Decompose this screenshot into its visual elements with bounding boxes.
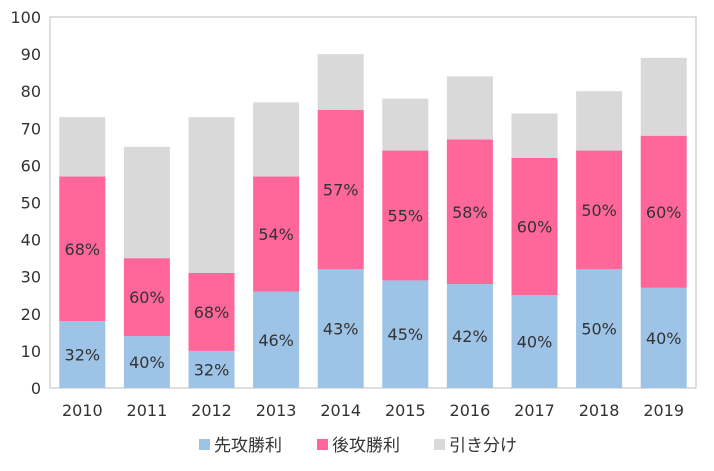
- data-label: 40%: [517, 333, 553, 352]
- y-tick-label: 20: [21, 305, 41, 324]
- data-label: 42%: [452, 327, 488, 346]
- data-label: 68%: [65, 240, 101, 259]
- x-tick-label: 2010: [62, 401, 103, 420]
- bar-segment-2016-series-2: [446, 76, 493, 140]
- bar-segment-2018-series-1: [576, 150, 623, 270]
- legend-swatch: [434, 439, 445, 450]
- bar-segment-2011-series-2: [123, 146, 170, 259]
- y-tick-label: 0: [31, 379, 41, 398]
- data-label: 32%: [194, 360, 230, 379]
- y-tick-label: 50: [21, 194, 41, 213]
- data-label: 40%: [129, 353, 165, 372]
- bar-segment-2012-series-1: [188, 272, 235, 351]
- bar-segment-2012-series-0: [188, 350, 235, 388]
- y-tick-label: 40: [21, 231, 41, 250]
- data-label: 43%: [323, 320, 359, 339]
- bar-segment-2016-series-1: [446, 139, 493, 285]
- bar-segment-2013-series-0: [253, 291, 300, 388]
- data-label: 50%: [581, 320, 617, 339]
- y-tick-label: 80: [21, 82, 41, 101]
- data-label: 40%: [646, 329, 682, 348]
- legend-label: 引き分け: [449, 436, 517, 456]
- bar-segment-2011-series-0: [123, 336, 170, 388]
- bar-segment-2019-series-0: [640, 287, 687, 388]
- bar-segment-2017-series-1: [511, 157, 558, 296]
- legend-label: 後攻勝利: [332, 436, 400, 456]
- data-label: 60%: [646, 203, 682, 222]
- y-tick-label: 30: [21, 268, 41, 287]
- bar-segment-2019-series-2: [640, 57, 687, 136]
- data-label: 55%: [388, 206, 424, 225]
- legend-label: 先攻勝利: [214, 436, 282, 456]
- x-tick-label: 2013: [256, 401, 297, 420]
- bar-segment-2018-series-2: [576, 91, 623, 151]
- x-tick-label: 2018: [579, 401, 620, 420]
- bar-segment-2014-series-2: [317, 54, 364, 110]
- bar-segment-2019-series-1: [640, 135, 687, 288]
- legend-swatch: [199, 439, 210, 450]
- y-tick-label: 100: [10, 8, 41, 27]
- data-label: 32%: [65, 346, 101, 365]
- bar-segment-2014-series-0: [317, 269, 364, 388]
- data-label: 68%: [194, 303, 230, 322]
- bar-segment-2010-series-1: [59, 176, 106, 322]
- x-tick-label: 2016: [450, 401, 491, 420]
- data-label: 54%: [258, 225, 294, 244]
- x-tick-label: 2019: [643, 401, 684, 420]
- data-label: 45%: [388, 325, 424, 344]
- legend-swatch: [317, 439, 328, 450]
- x-tick-label: 2014: [320, 401, 361, 420]
- x-tick-label: 2012: [191, 401, 232, 420]
- data-label: 60%: [517, 218, 553, 237]
- y-tick-label: 90: [21, 45, 41, 64]
- x-tick-label: 2015: [385, 401, 426, 420]
- bars-group: 32% 68% 40% 60% 32% 68% 46% 54% 43% 57% 45% 55% 42% 5…: [59, 54, 687, 388]
- bar-segment-2015-series-0: [382, 280, 429, 388]
- y-tick-label: 70: [21, 119, 41, 138]
- bar-segment-2013-series-2: [253, 102, 300, 177]
- bar-segment-2010-series-2: [59, 117, 106, 177]
- x-tick-label: 2017: [514, 401, 555, 420]
- bar-segment-2015-series-2: [382, 98, 429, 151]
- data-label: 50%: [581, 201, 617, 220]
- data-label: 46%: [258, 331, 294, 350]
- data-label: 57%: [323, 181, 359, 200]
- bar-segment-2011-series-1: [123, 258, 170, 337]
- plot-area: [49, 16, 697, 389]
- bar-segment-2013-series-1: [253, 176, 300, 292]
- bar-segment-2014-series-1: [317, 109, 364, 270]
- legend: 先攻勝利 後攻勝利 引き分け: [199, 436, 517, 456]
- x-axis: 2010 2011 2012 2013 2014 2015 2016 2017 2018 2019: [62, 401, 684, 420]
- data-label: 58%: [452, 203, 488, 222]
- y-tick-label: 60: [21, 156, 41, 175]
- bar-segment-2017-series-0: [511, 295, 558, 388]
- bar-segment-2010-series-0: [59, 321, 106, 388]
- x-tick-label: 2011: [127, 401, 168, 420]
- y-axis: 0 10 20 30 40 50 60 70 80 90 100: [10, 8, 41, 398]
- bar-segment-2018-series-0: [576, 269, 623, 388]
- y-tick-label: 10: [21, 342, 41, 361]
- bar-segment-2012-series-2: [188, 117, 235, 273]
- data-label: 60%: [129, 288, 165, 307]
- bar-segment-2017-series-2: [511, 113, 558, 158]
- bar-segment-2015-series-1: [382, 150, 429, 281]
- bar-segment-2016-series-0: [446, 284, 493, 388]
